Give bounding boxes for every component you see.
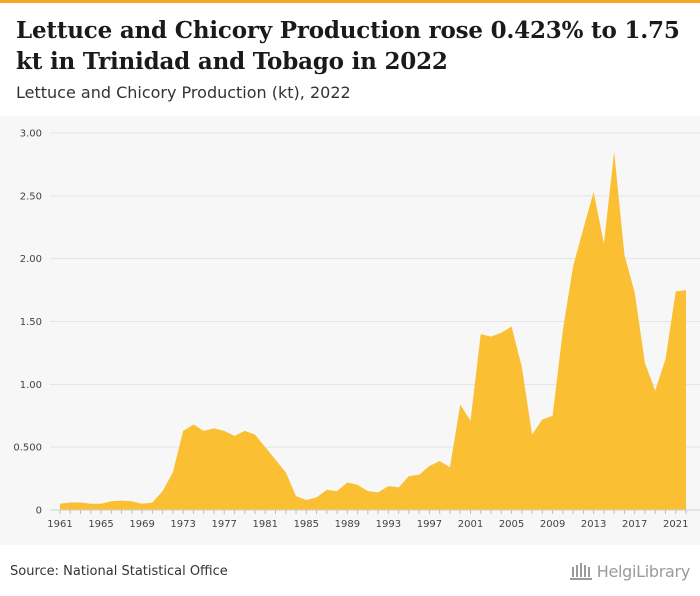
- y-tick-label: 3.00: [20, 129, 42, 140]
- data-point-2000: [458, 402, 462, 406]
- x-tick-label: 2001: [458, 519, 483, 530]
- logo-text: HelgiLibrary: [596, 561, 691, 581]
- library-building-icon: [569, 563, 592, 580]
- x-tick-label: 1965: [88, 519, 113, 530]
- data-point-1964: [89, 502, 93, 506]
- data-point-2015: [612, 150, 616, 154]
- y-tick-label: 0.500: [13, 443, 42, 454]
- data-point-2001: [468, 419, 472, 423]
- data-point-1989: [345, 480, 349, 484]
- data-point-2012: [581, 227, 585, 231]
- x-tick-label: 1969: [129, 519, 154, 530]
- y-tick-label: 2.50: [20, 191, 42, 202]
- data-point-1961: [58, 502, 62, 506]
- data-point-1976: [212, 426, 216, 430]
- data-point-1971: [161, 489, 165, 493]
- data-point-1986: [315, 495, 319, 499]
- data-point-1997: [427, 464, 431, 468]
- data-point-2016: [622, 253, 626, 257]
- data-point-2017: [633, 291, 637, 295]
- data-point-2004: [499, 331, 503, 335]
- data-point-1987: [325, 488, 329, 492]
- data-point-1991: [366, 489, 370, 493]
- top-accent-rule: [0, 0, 700, 3]
- area-layer: [58, 150, 688, 510]
- chart-title: Lettuce and Chicory Production rose 0.42…: [16, 17, 680, 75]
- data-point-1998: [438, 459, 442, 463]
- data-point-2013: [592, 190, 596, 194]
- data-point-2009: [551, 414, 555, 418]
- data-point-1974: [191, 423, 195, 427]
- x-tick-label: 1989: [335, 519, 360, 530]
- x-tick-label: 2021: [663, 519, 688, 530]
- data-point-1980: [253, 433, 257, 437]
- data-point-1966: [109, 499, 113, 503]
- data-point-1968: [130, 499, 134, 503]
- data-point-1993: [386, 484, 390, 488]
- data-point-2022: [684, 288, 688, 292]
- data-point-2018: [643, 361, 647, 365]
- y-tick-label: 0: [36, 506, 42, 517]
- data-point-1996: [417, 473, 421, 477]
- production-area-series: [60, 151, 686, 510]
- chart-header: Lettuce and Chicory Production rose 0.42…: [0, 3, 700, 116]
- data-point-2014: [602, 242, 606, 246]
- data-point-2011: [571, 264, 575, 268]
- data-point-2006: [520, 365, 524, 369]
- data-point-1999: [448, 465, 452, 469]
- chart-footer: Source: National Statistical Office Helg…: [0, 545, 700, 596]
- x-tick-label: 1961: [47, 519, 72, 530]
- data-point-2020: [663, 357, 667, 361]
- data-point-1992: [376, 490, 380, 494]
- data-point-1977: [222, 429, 226, 433]
- x-tick-label: 1985: [294, 519, 319, 530]
- data-point-1981: [263, 445, 267, 449]
- x-tick-label: 2013: [581, 519, 606, 530]
- helgilibrary-logo[interactable]: HelgiLibrary: [569, 559, 690, 583]
- y-tick-label: 2.00: [20, 254, 42, 265]
- data-point-2019: [653, 389, 657, 393]
- data-point-1967: [120, 499, 124, 503]
- data-point-2005: [510, 325, 514, 329]
- data-point-2021: [674, 289, 678, 293]
- data-point-2003: [489, 335, 493, 339]
- data-point-1972: [171, 470, 175, 474]
- x-tick-label: 2009: [540, 519, 565, 530]
- data-point-1994: [397, 485, 401, 489]
- y-tick-label: 1.00: [20, 380, 42, 391]
- data-point-1962: [68, 500, 72, 504]
- y-tick-label: 1.50: [20, 317, 42, 328]
- data-point-1969: [140, 502, 144, 506]
- source-note: Source: National Statistical Office: [10, 564, 228, 579]
- data-point-1963: [79, 500, 83, 504]
- data-point-1979: [243, 429, 247, 433]
- x-tick-label: 1977: [211, 519, 236, 530]
- x-tick-label: 2005: [499, 519, 524, 530]
- data-point-2007: [530, 433, 534, 437]
- data-point-1973: [181, 429, 185, 433]
- data-point-1995: [407, 474, 411, 478]
- data-point-1975: [202, 429, 206, 433]
- x-tick-label: 1997: [417, 519, 442, 530]
- x-tick-label: 1981: [253, 519, 278, 530]
- data-point-1982: [274, 458, 278, 462]
- x-tick-label: 2017: [622, 519, 647, 530]
- data-point-1988: [335, 489, 339, 493]
- data-point-2002: [479, 332, 483, 336]
- x-tick-label: 1993: [376, 519, 401, 530]
- x-tick-label: 1973: [170, 519, 195, 530]
- data-point-2008: [540, 418, 544, 422]
- data-point-1983: [284, 470, 288, 474]
- data-point-1965: [99, 502, 103, 506]
- x-axis: 1961 1965 1969 1973 1977 1981 1985 1989 1993 1997…: [47, 509, 700, 530]
- chart-subtitle: Lettuce and Chicory Production (kt), 202…: [16, 83, 351, 102]
- data-point-1978: [232, 434, 236, 438]
- data-point-1970: [150, 500, 154, 504]
- data-point-1985: [304, 498, 308, 502]
- y-axis: 0 0.500 1.00 1.50 2.00 2.50 3.00: [13, 129, 42, 517]
- data-point-1990: [356, 483, 360, 487]
- data-point-2010: [561, 328, 565, 332]
- data-point-1984: [294, 494, 298, 498]
